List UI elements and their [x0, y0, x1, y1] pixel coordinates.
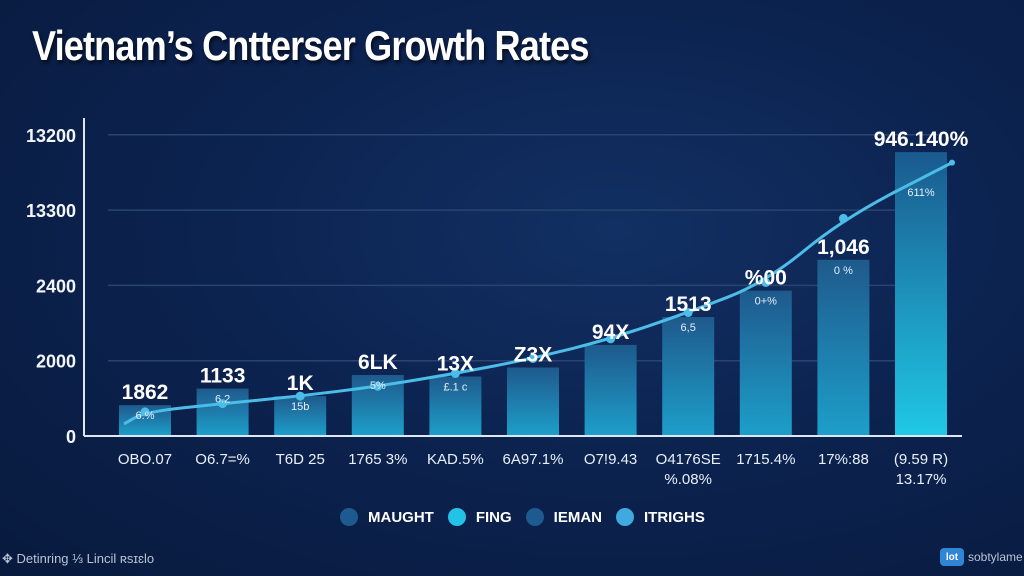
- bar: [429, 376, 482, 436]
- trend-point: [140, 407, 150, 417]
- y-tick-label: 2000: [36, 352, 76, 372]
- x-tick-label: 13.17%: [896, 471, 947, 488]
- trend-point: [218, 399, 228, 409]
- x-tick-label: (9.59 R): [894, 451, 948, 468]
- legend-swatch-icon: [525, 508, 544, 526]
- trend-line: [123, 161, 953, 426]
- x-tick-label: O4176SE: [656, 451, 721, 468]
- bar-value-label: 1513: [665, 293, 712, 316]
- bar: [817, 259, 870, 436]
- trend-point: [606, 334, 616, 344]
- legend-item: IEMAN: [525, 508, 603, 526]
- bar: [584, 344, 637, 436]
- trend-point: [450, 369, 460, 379]
- legend-item: ITRIGHS: [616, 508, 705, 526]
- y-tick-label: 13200: [26, 126, 76, 146]
- chart-title: Vietnam’s Cntterser Growth Rates: [32, 22, 589, 69]
- bar: [662, 317, 715, 436]
- bar-sub-label: 15b: [291, 401, 309, 413]
- bar-sub-label: 6,5: [681, 322, 696, 334]
- legend-label: MAUGHT: [368, 508, 434, 526]
- bar-value-label: 1K: [287, 372, 314, 395]
- x-tick-label: O7!9.43: [584, 451, 637, 468]
- x-tick-label: 6A97.1%: [503, 451, 564, 468]
- trend-point: [295, 391, 305, 401]
- x-tick-label: OBO.07: [118, 451, 172, 468]
- x-tick-label: T6D 25: [276, 451, 325, 468]
- y-tick-label: 0: [66, 427, 76, 447]
- bar-sub-label: 0 %: [834, 265, 853, 277]
- bar: [196, 388, 249, 436]
- footer-caption: ✥ Detinring ⅓ Lincil ʀsɪɛlo: [2, 551, 155, 566]
- legend-swatch-icon: [447, 508, 466, 526]
- bar-value-label: 13X: [437, 353, 474, 376]
- x-tick-label: %.08%: [664, 471, 712, 488]
- footer-brand: lot sobtylame: [940, 548, 1023, 566]
- x-tick-label: 1765 3%: [348, 451, 407, 468]
- trend-point: [373, 381, 383, 391]
- bar-value-label: %00: [745, 267, 787, 290]
- bar-sub-label: 6.2: [215, 394, 230, 406]
- legend-item: FING: [447, 508, 512, 526]
- brand-logo-icon: lot: [940, 548, 964, 566]
- trend-point: [683, 308, 693, 318]
- y-tick-label: 2400: [36, 276, 76, 296]
- bar-value-label: 1,046: [817, 236, 870, 259]
- x-tick-label: 1715.4%: [736, 451, 795, 468]
- x-tick-label: 17%:88: [818, 451, 869, 468]
- trend-point: [838, 213, 848, 223]
- bar-value-label: 1133: [200, 365, 246, 388]
- bar-sub-label: 6.%: [136, 410, 155, 422]
- bar: [739, 290, 792, 436]
- legend-label: IEMAN: [553, 508, 603, 526]
- trend-point: [528, 353, 538, 363]
- bar-value-label: Z3X: [514, 343, 553, 366]
- legend-swatch-icon: [340, 508, 358, 526]
- legend-item: MAUGHT: [340, 508, 434, 526]
- x-tick-label: KAD.5%: [427, 451, 484, 468]
- bar-sub-label: 5%: [370, 380, 386, 392]
- bar: [274, 396, 327, 436]
- bar-value-label: 946.140%: [874, 128, 969, 151]
- brand-name: sobtylame: [968, 550, 1023, 564]
- trend-point: [949, 159, 955, 166]
- legend: MAUGHT FING IEMAN ITRIGHS: [340, 508, 711, 526]
- trend-point: [761, 277, 771, 287]
- bar-sub-label: 0+%: [755, 296, 778, 308]
- x-tick-label: O6.7=%: [195, 451, 250, 468]
- bar-value-label: 6LK: [358, 351, 398, 374]
- bar-value-label: 1862: [122, 381, 169, 404]
- bar: [507, 367, 559, 436]
- bar-sub-label: £.1 c: [443, 382, 467, 394]
- bar-value-label: 94X: [592, 321, 629, 344]
- bar-sub-label: 611%: [907, 187, 935, 199]
- bar: [895, 152, 947, 436]
- legend-label: ITRIGHS: [644, 508, 705, 526]
- legend-swatch-icon: [616, 508, 635, 526]
- y-tick-label: 13300: [26, 201, 76, 221]
- legend-label: FING: [475, 508, 512, 526]
